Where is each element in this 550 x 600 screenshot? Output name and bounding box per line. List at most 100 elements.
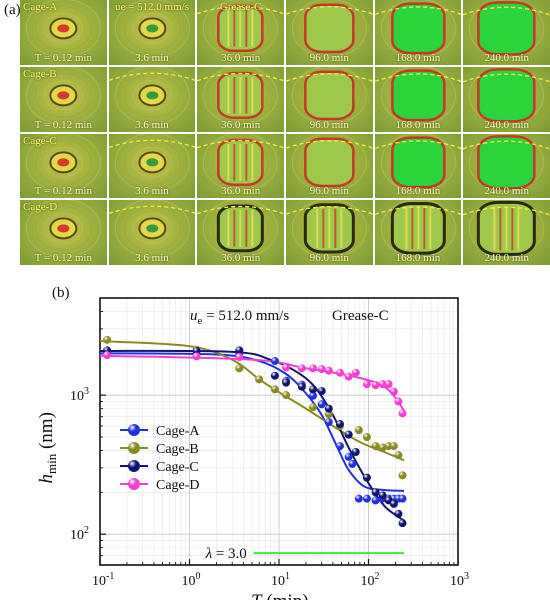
data-point-cage-d (384, 380, 393, 389)
data-point-cage-c (362, 473, 371, 482)
film-thickness-chart: (b) 10-1 100 101 102 103 102 103 T (min) hmin (n… (36, 285, 469, 600)
data-point-cage-b (270, 385, 279, 394)
micrograph-tile: 168.0 min (374, 0, 462, 65)
contact-pattern (463, 66, 550, 132)
micrograph-tile: 240.0 min (463, 133, 550, 199)
micrograph-grid: T = 0.12 min Cage-A 3.6 min ue = 512.0 mm/s… (20, 0, 550, 265)
tile-time-label: 168.0 min (395, 252, 441, 264)
tile-time-label: 3.6 min (135, 252, 169, 264)
contact-pattern (463, 0, 550, 65)
tile-time-label: 168.0 min (395, 185, 441, 198)
data-point-cage-d (362, 380, 371, 389)
tile-time-label: 168.0 min (395, 51, 441, 64)
contact-pattern (374, 200, 462, 265)
contact-pattern (108, 66, 196, 132)
panel-b-label: (b) (52, 285, 70, 301)
data-point-cage-b (354, 426, 363, 435)
data-point-cage-d (324, 366, 333, 375)
contact-pattern (108, 200, 196, 265)
grease-annotation: Grease-C (332, 308, 389, 324)
data-point-cage-c (282, 378, 291, 387)
row-label: Cage-D (23, 201, 58, 214)
micrograph-tile: 36.0 min (197, 66, 284, 132)
micrograph-tile: 96.0 min (286, 133, 373, 199)
data-point-cage-c (389, 499, 398, 508)
data-point-cage-c (297, 382, 306, 391)
data-point-cage-b (362, 433, 371, 442)
data-point-cage-a (348, 459, 357, 468)
row-label: Cage-C (23, 134, 57, 147)
contact-pattern (20, 0, 107, 65)
tile-time-label: 3.6 min (135, 51, 169, 64)
data-point-cage-d (351, 368, 360, 377)
data-point-cage-c (309, 385, 318, 394)
data-point-cage-b (282, 391, 291, 400)
data-point-cage-d (371, 381, 380, 390)
tile-time-label: 36.0 min (221, 118, 261, 131)
data-point-cage-c (394, 509, 403, 518)
tile-time-label: 36.0 min (221, 252, 261, 264)
contact-pattern (374, 66, 462, 132)
data-point-cage-c (335, 420, 344, 429)
data-point-cage-d (394, 397, 403, 406)
tile-time-label: 240.0 min (484, 118, 529, 131)
legend-marker-cage-b (128, 442, 140, 454)
micrograph-tile: 96.0 min (286, 66, 373, 132)
tile-time-label: 96.0 min (309, 185, 349, 198)
data-point-cage-c (344, 430, 353, 439)
tile-time-label: 240.0 min (484, 252, 529, 264)
micrograph-tile: T = 0.12 min Cage-B (20, 66, 107, 132)
tile-time-label: 3.6 min (135, 118, 169, 131)
contact-pattern (20, 66, 107, 132)
contact-pattern (197, 200, 284, 265)
data-point-cage-c (270, 371, 279, 380)
tile-time-label: T = 0.12 min (34, 118, 92, 131)
x-axis-title: T (min) (251, 591, 309, 600)
data-point-cage-b (309, 403, 318, 412)
data-point-cage-a (270, 357, 279, 366)
micrograph-tile: 96.0 min (286, 0, 373, 65)
micrograph-tile: 3.6 min ue = 512.0 mm/s (108, 0, 196, 65)
contact-pattern (374, 0, 462, 65)
data-point-cage-b (398, 471, 407, 480)
data-point-cage-a (317, 400, 326, 409)
tile-time-label: T = 0.12 min (34, 51, 92, 64)
contact-pattern (197, 66, 284, 132)
tile-time-label: 96.0 min (309, 51, 349, 64)
data-point-cage-a (398, 494, 407, 503)
contact-pattern (463, 133, 550, 199)
data-point-cage-b (255, 375, 264, 384)
data-point-cage-a (362, 494, 371, 503)
y-tick-label: 103 (70, 386, 89, 404)
micrograph-tile: 168.0 min (374, 200, 462, 265)
data-point-cage-d (378, 380, 387, 389)
data-point-cage-d (389, 387, 398, 396)
data-point-cage-b (378, 443, 387, 452)
contact-pattern (20, 133, 107, 199)
legend-label-cage-b: Cage-B (156, 442, 199, 457)
micrograph-tile: 168.0 min (374, 66, 462, 132)
data-point-cage-c (351, 448, 360, 457)
contact-pattern (20, 200, 107, 265)
micrograph-tile: 168.0 min (374, 133, 462, 199)
data-point-cage-b (324, 410, 333, 419)
micrograph-tile: 240.0 min (463, 200, 550, 265)
legend-label-cage-c: Cage-C (156, 460, 199, 475)
data-point-cage-c (378, 491, 387, 500)
data-point-cage-a (309, 391, 318, 400)
tile-time-label: 36.0 min (221, 51, 261, 64)
data-point-cage-d (317, 365, 326, 374)
tile-time-label: T = 0.12 min (34, 252, 92, 264)
legend-marker-cage-a (128, 424, 140, 436)
x-tick-label: 103 (450, 571, 469, 589)
speed-annotation: ue = 512.0 mm/s (190, 308, 289, 327)
data-point-cage-c (192, 346, 201, 355)
panel-a-label: (a) (4, 2, 21, 18)
speed-label: ue = 512.0 mm/s (114, 1, 189, 13)
micrograph-tile: T = 0.12 min Cage-D (20, 200, 107, 265)
data-point-cage-d (192, 352, 201, 361)
legend-label-cage-a: Cage-A (156, 424, 200, 439)
tile-time-label: T = 0.12 min (34, 185, 92, 198)
micrograph-tile: 36.0 min Grease-C (197, 0, 284, 65)
data-point-cage-d (335, 368, 344, 377)
